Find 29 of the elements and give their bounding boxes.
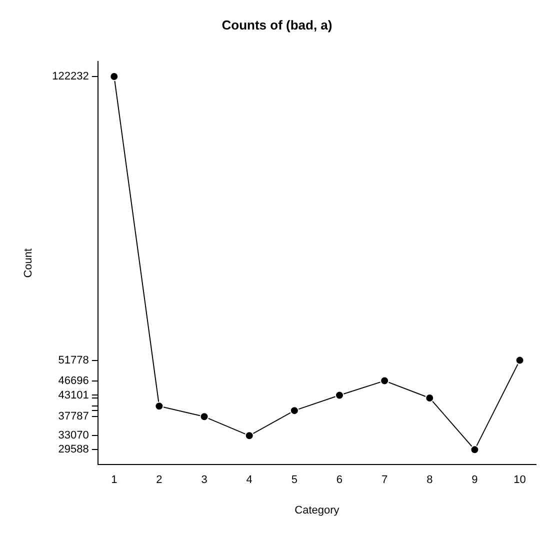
point [470, 445, 480, 454]
y-axis-title: Count [22, 248, 35, 278]
point [154, 402, 164, 411]
x-axis-title: Category [294, 504, 340, 516]
y-tick-label: 46696 [58, 374, 89, 387]
x-tick-label: 9 [472, 474, 478, 486]
y-tick-label: 43101 [58, 389, 89, 402]
point [244, 431, 254, 440]
y-tick-label: 37787 [58, 410, 89, 423]
x-tick-label: 3 [201, 474, 208, 486]
x-tick-label: 7 [382, 474, 388, 486]
y-tick-label: 51778 [58, 354, 89, 366]
point [290, 406, 299, 416]
point [200, 412, 209, 422]
x-tick-label: 10 [514, 474, 526, 486]
y-tick-label: 33070 [58, 430, 89, 442]
x-tick-label: 8 [426, 474, 433, 486]
x-tick-label: 5 [291, 474, 298, 486]
chart-title: Counts of (bad, a) [222, 17, 332, 32]
x-tick-label: 2 [156, 474, 162, 486]
point [110, 72, 119, 82]
point [334, 390, 344, 400]
x-tick-label: 6 [336, 474, 343, 486]
x-tick-label: 4 [246, 474, 252, 486]
x-tick-label: 1 [111, 474, 118, 486]
point [515, 356, 524, 365]
y-tick-label: 122232 [52, 70, 89, 83]
y-tick-label: 29588 [58, 444, 89, 456]
point [380, 376, 390, 386]
